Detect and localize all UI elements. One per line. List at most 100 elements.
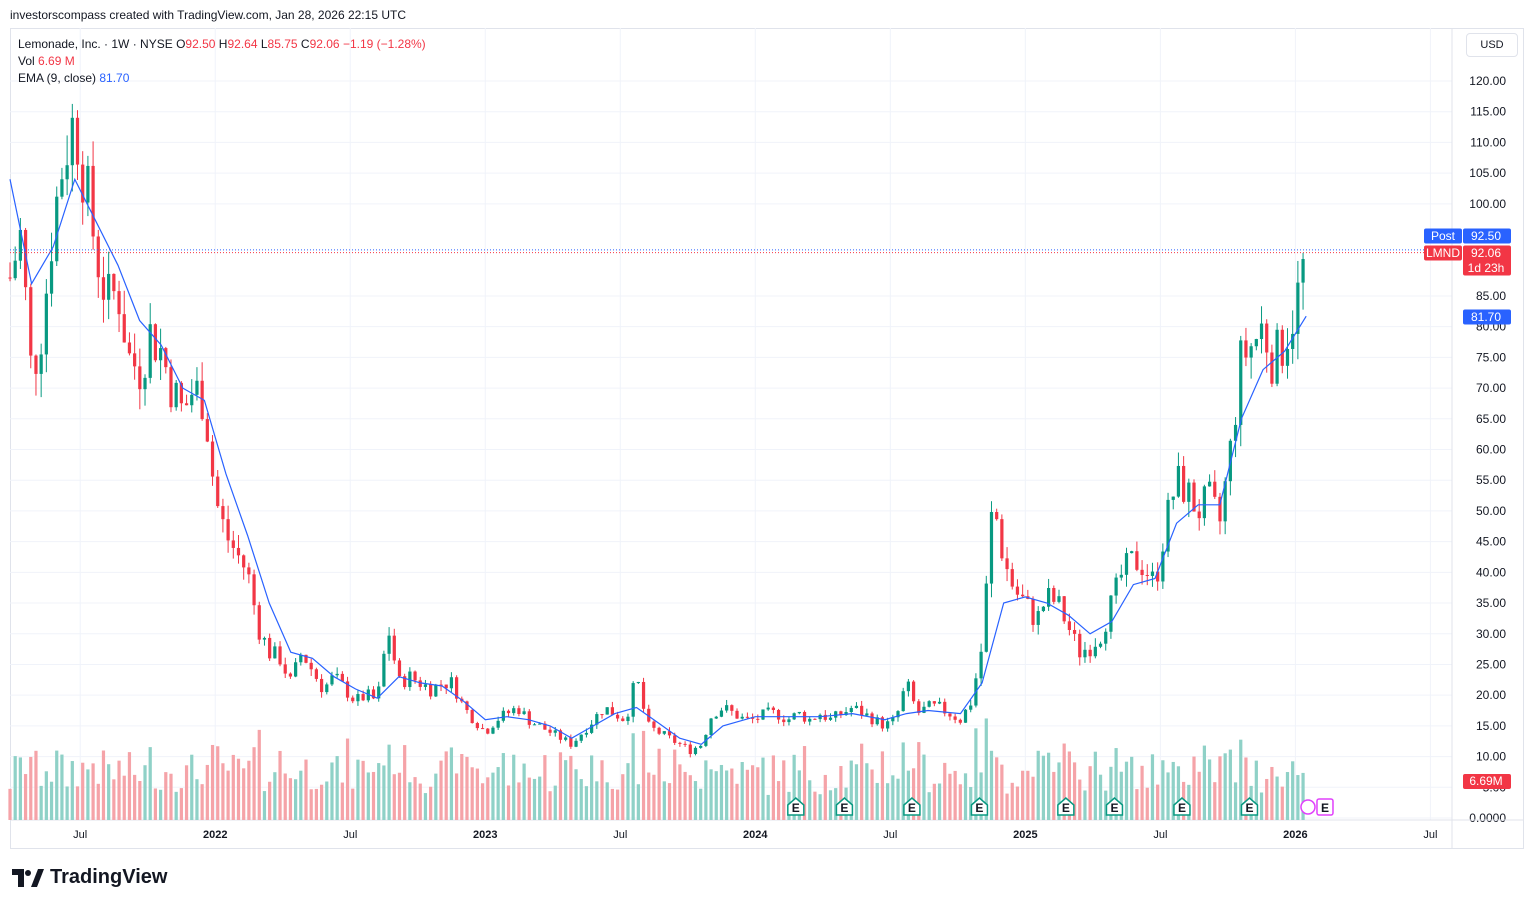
volume-bar <box>1280 786 1284 820</box>
volume-bar <box>1166 772 1170 820</box>
volume-bar <box>1150 754 1155 820</box>
volume-bar <box>371 771 376 820</box>
candle-body <box>1207 481 1212 487</box>
x-tick-label: 2023 <box>473 829 497 841</box>
volume-bar <box>101 750 106 820</box>
volume-bar <box>29 756 33 820</box>
x-tick-label: Jul <box>73 829 87 841</box>
x-tick-label: Jul <box>343 829 357 841</box>
dividend-marker <box>1300 799 1316 815</box>
volume-bar <box>512 754 516 820</box>
candle-body <box>1280 329 1284 366</box>
candle-body <box>709 718 713 735</box>
volume-bar <box>626 763 630 820</box>
volume-bar <box>927 792 931 820</box>
candle-body <box>351 697 355 702</box>
y-tick-label: 10.00 <box>1476 750 1506 764</box>
volume-bar <box>828 790 833 820</box>
volume-bar <box>766 794 770 820</box>
volume-bar <box>491 772 495 820</box>
candle-body <box>1010 569 1014 587</box>
candle-body <box>335 673 339 676</box>
candle-body <box>1114 577 1118 596</box>
volume-bar <box>865 763 869 820</box>
last-price-tag-countdown: 1d 23h <box>1468 261 1505 275</box>
currency-button[interactable]: USD <box>1466 33 1518 57</box>
tradingview-logo-icon <box>12 868 44 887</box>
candle-body <box>1015 586 1020 595</box>
candle-body <box>953 716 957 720</box>
volume-bar <box>667 783 672 820</box>
earnings-marker <box>1105 797 1124 816</box>
volume-bar <box>418 783 422 820</box>
candle-body <box>1104 631 1108 644</box>
volume-bar <box>1026 770 1030 820</box>
candle-body <box>81 164 85 203</box>
candle-body <box>1062 596 1066 622</box>
volume-bar <box>221 763 225 820</box>
post-price-tag-value-bg <box>1463 228 1511 244</box>
y-tick-label: 40.00 <box>1476 565 1506 579</box>
candle-body <box>958 719 962 723</box>
volume-bar <box>615 789 620 820</box>
candle-body <box>730 705 734 711</box>
volume-bar <box>538 776 542 820</box>
volume-bar <box>283 773 287 820</box>
ema-row[interactable]: EMA (9, close) 81.70 <box>18 70 426 87</box>
candle-body <box>740 716 744 719</box>
volume-bar <box>886 783 890 820</box>
tradingview-logo[interactable]: TradingView <box>12 866 167 889</box>
candle-body <box>558 730 563 740</box>
volume-bar <box>1202 745 1207 820</box>
volume-bar <box>1218 756 1222 820</box>
volume-row[interactable]: Vol 6.69 M <box>18 53 426 70</box>
candle-body <box>377 686 381 699</box>
volume-bar <box>771 755 775 820</box>
candle-body <box>361 694 365 701</box>
ema-value: 81.70 <box>99 71 130 85</box>
volume-bar <box>989 750 994 820</box>
volume-bar <box>107 764 111 820</box>
volume-bar <box>413 777 417 820</box>
candle-body <box>319 678 324 693</box>
candle-body <box>1119 574 1123 578</box>
y-tick-label: 30.00 <box>1476 627 1506 641</box>
volume-bar <box>444 751 448 820</box>
candle-body <box>1166 499 1170 552</box>
candle-body <box>304 654 308 663</box>
ohlc-row[interactable]: Lemonade, Inc. · 1W · NYSE O92.50 H92.64… <box>18 36 426 53</box>
volume-bar <box>294 779 298 820</box>
volume-bar <box>574 769 578 820</box>
candle-body <box>1223 481 1227 522</box>
volume-bar <box>174 791 178 820</box>
volume-bar <box>81 762 85 820</box>
candle-body <box>454 677 459 699</box>
candle-body <box>1265 323 1269 353</box>
tradingview-brand: TradingView <box>50 866 168 888</box>
volume-value: 6.69 M <box>38 54 75 68</box>
earnings-marker-label: E <box>1178 801 1186 815</box>
candle-body <box>865 713 869 716</box>
volume-bar <box>1078 779 1082 820</box>
volume-bar <box>273 772 277 820</box>
candle-body <box>932 701 936 704</box>
volume-bar <box>397 772 402 820</box>
candle-body <box>1124 553 1129 575</box>
candle-body <box>725 705 729 711</box>
candle-body <box>631 683 635 717</box>
candle-body <box>371 689 376 699</box>
volume-bar <box>569 755 573 820</box>
volume-bar <box>808 780 812 820</box>
volume-bar <box>797 770 801 820</box>
candle-body <box>231 540 235 548</box>
candle-body <box>107 273 111 300</box>
earnings-marker <box>787 797 805 816</box>
volume-bar <box>911 768 916 820</box>
volume-bar <box>579 779 583 820</box>
candle-body <box>49 261 54 294</box>
volume-bar <box>678 764 682 820</box>
candle-body <box>963 709 968 723</box>
post-price-tag-label-bg <box>1424 228 1462 244</box>
volume-bar <box>1223 753 1227 820</box>
